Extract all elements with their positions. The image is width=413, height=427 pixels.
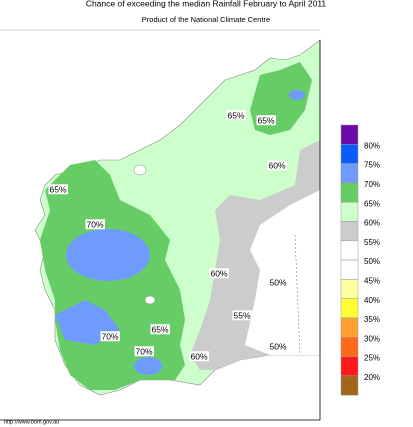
legend-swatch: [340, 201, 359, 222]
blue-region: [289, 90, 305, 100]
lake: [133, 164, 147, 176]
map-label: 60%: [210, 268, 227, 278]
legend-label: 45%: [364, 277, 380, 286]
label-box: [189, 351, 209, 362]
map-label: 65%: [227, 110, 244, 120]
legend-swatch: [340, 279, 359, 299]
map-label: 50%: [269, 277, 286, 287]
blue-region: [134, 357, 162, 375]
legend-label: 50%: [364, 257, 380, 266]
legend-swatch: [340, 337, 359, 357]
label-box: [150, 324, 170, 335]
legend-swatch: [340, 298, 359, 319]
map-label: 60%: [190, 351, 207, 361]
map-label: 65%: [151, 324, 168, 334]
title: Chance of exceeding the median Rainfall …: [86, 0, 327, 8]
label-box: [85, 219, 105, 230]
legend-swatch: [340, 182, 359, 203]
lake: [144, 295, 156, 305]
legend-swatch: [340, 221, 359, 242]
label-box: [232, 310, 252, 321]
map-label: 65%: [257, 115, 274, 125]
label-box: [268, 341, 288, 352]
subtitle: Product of the National Climate Centre: [142, 15, 270, 24]
legend-swatch: [340, 317, 359, 338]
map: [0, 29, 321, 421]
legend-label: 65%: [364, 199, 380, 208]
map-label: 70%: [135, 346, 152, 356]
map-label: 50%: [269, 341, 286, 351]
label-box: [267, 160, 287, 171]
label-box: [268, 277, 288, 288]
legend-label: 75%: [364, 161, 380, 170]
legend-label: 20%: [364, 373, 380, 382]
map-label: 65%: [49, 184, 66, 194]
legend-swatch: [340, 356, 359, 377]
legend-label: 70%: [364, 180, 380, 189]
legend-label: 30%: [364, 334, 380, 343]
legend-swatch: [340, 240, 359, 261]
footer: http://www.bom.gov.au: [4, 419, 59, 425]
legend-label: 80%: [364, 141, 380, 150]
blue-region: [66, 229, 150, 281]
map-labels: 65% 70% 65% 65% 60% 60% 55% 50% 50% 70% …: [48, 110, 288, 362]
label-box: [209, 268, 229, 279]
legend-swatch: [340, 124, 359, 145]
legend-label: 40%: [364, 296, 380, 305]
label-box: [256, 115, 276, 126]
map-label: 70%: [101, 331, 118, 341]
legend-label: 25%: [364, 354, 380, 363]
legend-label: 60%: [364, 219, 380, 228]
legend-swatch: [340, 144, 359, 164]
label-box: [100, 331, 120, 342]
label-box: [134, 346, 154, 357]
label-box: [226, 110, 246, 121]
label-box: [48, 184, 68, 195]
legend-swatch: [340, 375, 359, 396]
legend-swatch: [340, 259, 359, 280]
state-border: [294, 234, 301, 356]
legend-label: 55%: [364, 238, 380, 247]
legend-swatch: [340, 163, 359, 184]
map-label: 60%: [268, 160, 285, 170]
map-label: 70%: [86, 219, 103, 229]
map-label: 55%: [233, 310, 250, 320]
state-border: [0, 40, 321, 421]
legend: 80% 75% 70% 65% 60% 55% 50% 45% 40% 35% 30% 25% 20%: [340, 124, 380, 396]
white-region: [245, 190, 320, 355]
legend-label: 35%: [364, 315, 380, 324]
